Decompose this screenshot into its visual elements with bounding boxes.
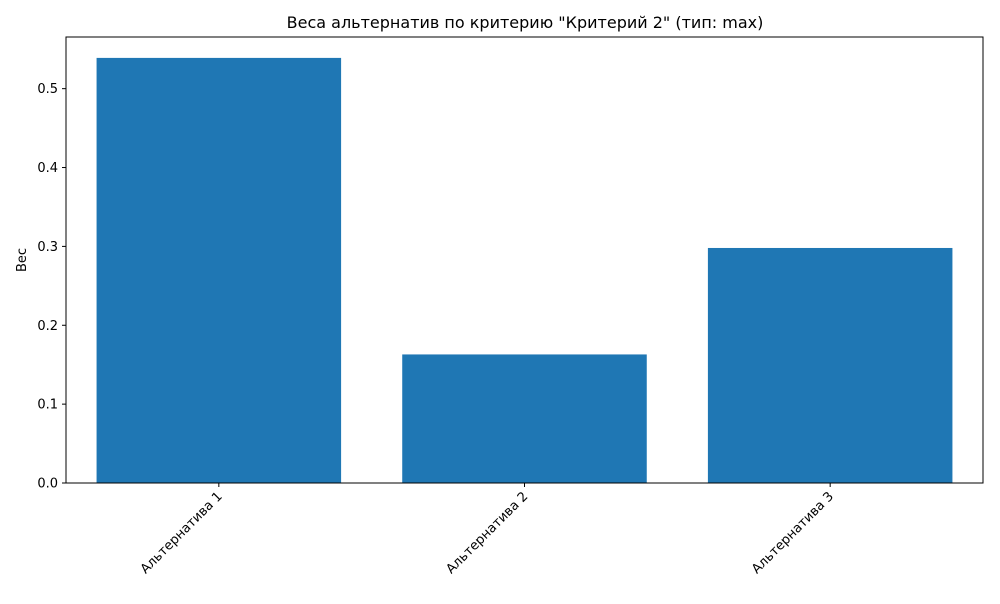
y-tick-label: 0.1 [37, 398, 58, 413]
y-tick-label: 0.5 [37, 82, 58, 97]
bar-2 [402, 354, 647, 483]
bar-3 [707, 247, 953, 483]
y-tick-label: 0.0 [37, 477, 58, 492]
chart-title: Веса альтернатив по критерию "Критерий 2… [287, 13, 764, 32]
plot-frame [65, 36, 984, 484]
y-tick-label: 0.2 [37, 319, 58, 334]
y-axis-label: Вес [15, 248, 30, 272]
bar-1 [96, 57, 342, 484]
y-tick-label: 0.4 [37, 161, 58, 176]
y-tick-label: 0.3 [37, 240, 58, 255]
